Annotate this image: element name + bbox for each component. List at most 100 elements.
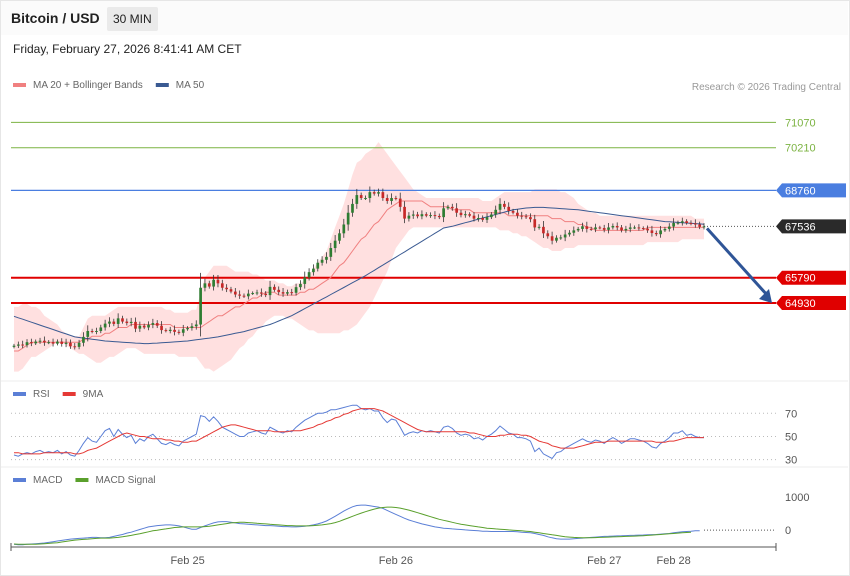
candle	[689, 220, 693, 226]
candle	[424, 212, 428, 218]
candle-body	[225, 287, 228, 290]
candle-body	[581, 226, 584, 229]
resistance-label: 68760	[785, 185, 816, 197]
candle-body	[155, 323, 159, 326]
candle-body	[320, 259, 324, 263]
candle	[481, 215, 485, 222]
candle-body	[95, 330, 98, 332]
candle	[641, 226, 645, 230]
candle-body	[112, 321, 116, 324]
candle	[498, 198, 502, 215]
candle-body	[650, 230, 654, 234]
bollinger-band	[14, 142, 704, 372]
candle-body	[342, 224, 346, 234]
candle-body	[507, 206, 511, 211]
candle-body	[129, 321, 133, 324]
candle	[572, 226, 576, 236]
candle-body	[490, 214, 493, 218]
candle	[533, 214, 537, 231]
macd-level-label: 1000	[785, 492, 809, 504]
candle-body	[299, 283, 302, 288]
candle	[394, 195, 398, 201]
candle	[108, 317, 111, 328]
candle	[216, 274, 220, 288]
candle-body	[277, 289, 281, 293]
candle	[377, 188, 380, 197]
candle-body	[381, 192, 385, 199]
candle-body	[559, 237, 563, 239]
candle-body	[56, 341, 59, 344]
candle	[446, 204, 450, 210]
resistance-tag	[776, 183, 846, 198]
candle-body	[51, 342, 55, 344]
candle	[25, 339, 29, 348]
candle-body	[620, 227, 623, 231]
candle-body	[255, 292, 259, 294]
candle	[264, 291, 268, 298]
candle-body	[607, 227, 610, 230]
candle	[77, 339, 81, 350]
candle	[385, 194, 389, 204]
candle-body	[333, 240, 337, 249]
candle-body	[594, 227, 597, 230]
candle	[520, 211, 524, 220]
macd-signal-line	[13, 506, 692, 545]
candle-body	[359, 195, 363, 199]
candle	[342, 218, 346, 238]
candle	[233, 288, 237, 298]
candle-body	[576, 228, 580, 231]
period-button[interactable]: 30 MIN	[107, 7, 158, 31]
candle	[550, 231, 554, 245]
candle	[103, 319, 107, 331]
candle	[21, 340, 25, 349]
candle	[16, 341, 20, 349]
candle	[60, 338, 64, 347]
candle	[407, 212, 411, 222]
x-tick-label: Feb 25	[170, 555, 204, 567]
candle	[177, 329, 181, 335]
candle	[429, 212, 432, 218]
candle	[659, 225, 662, 238]
candle-body	[463, 214, 467, 216]
candle-body	[351, 203, 354, 213]
candle	[615, 222, 619, 231]
candle	[403, 201, 406, 224]
candle	[64, 338, 68, 348]
candle-body	[251, 293, 255, 295]
candle-body	[676, 222, 680, 224]
x-tick-label: Feb 28	[656, 555, 690, 567]
candle-body	[138, 325, 142, 329]
candle	[459, 209, 463, 218]
candle	[86, 325, 90, 342]
candle-body	[216, 279, 220, 284]
candle	[273, 284, 276, 292]
candle	[325, 252, 328, 264]
candle	[286, 289, 289, 296]
candle	[602, 224, 606, 233]
candle-body	[598, 227, 602, 229]
legend-swatch	[62, 392, 76, 396]
candle	[268, 280, 272, 300]
candle	[698, 221, 702, 230]
candle-body	[77, 342, 81, 347]
candle	[194, 320, 198, 330]
rsi-9ma-line	[14, 408, 704, 455]
candle	[411, 210, 415, 219]
candle-body	[203, 283, 207, 288]
candle	[312, 264, 315, 276]
candle	[290, 288, 294, 296]
rsi-level-label: 50	[785, 431, 797, 443]
candle	[260, 288, 263, 297]
candle	[633, 225, 636, 230]
candle	[38, 337, 42, 344]
candle	[624, 225, 628, 233]
support-tag	[776, 296, 846, 311]
candle	[307, 268, 311, 281]
candle	[381, 188, 385, 201]
candle	[294, 283, 298, 296]
candle	[203, 278, 207, 292]
candle-body	[476, 218, 480, 220]
candle-body	[446, 206, 450, 209]
candle-body	[325, 256, 328, 260]
support-tag	[776, 270, 846, 285]
